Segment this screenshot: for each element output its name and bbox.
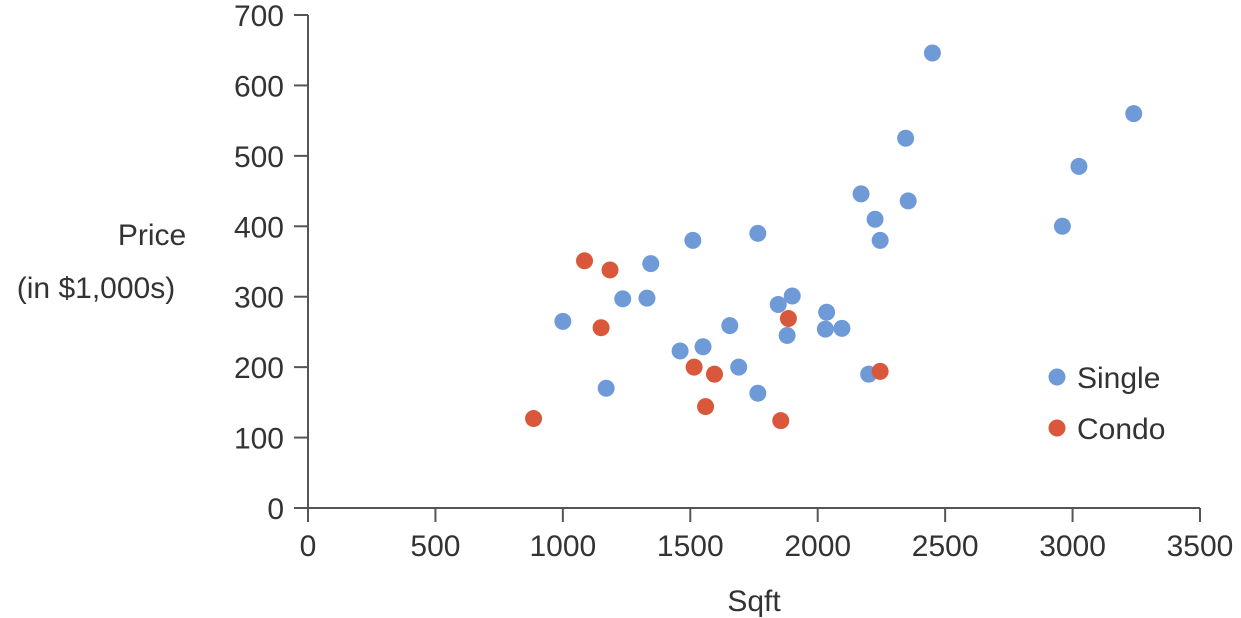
condo-point [779,310,797,328]
x-axis-title: Sqft [727,585,781,618]
single-point [897,129,915,147]
single-point [721,317,739,335]
single-point [899,192,917,210]
single-point [1070,157,1088,175]
single-point [694,338,712,356]
x-tick-label: 2500 [912,530,979,563]
x-tick-label: 1000 [529,530,596,563]
axes [307,15,1200,509]
single-point [671,342,689,360]
single-point [749,384,767,402]
single-point [852,185,870,203]
legend-marker-condo [1048,419,1066,437]
condo-point [697,398,715,416]
y-tick-label: 0 [267,493,284,526]
y-axis-title-line-2: (in $1,000s) [17,272,175,305]
single-point [1053,217,1071,235]
single-point [816,320,834,338]
single-point [769,295,787,313]
y-tick-label: 100 [234,423,284,456]
condo-point [685,358,703,376]
y-tick-label: 300 [234,282,284,315]
condo-point [576,252,594,270]
x-tick-label: 1500 [657,530,724,563]
single-point [833,319,851,337]
single-point [597,379,615,397]
single-point [818,303,836,321]
y-axis-title-line-1: Price [118,219,186,252]
single-point [783,287,801,305]
condo-point [772,412,790,430]
x-tick-label: 2000 [784,530,851,563]
single-point [923,44,941,62]
x-axis-ticks: 0 500 1000 1500 2000 2500 3000 3500 [300,508,1234,563]
condo-point [525,410,543,428]
single-point [866,210,884,228]
x-tick-label: 3500 [1167,530,1234,563]
legend: Single Condo [1048,362,1165,446]
single-point [749,224,767,242]
legend-label-condo: Condo [1077,413,1165,446]
single-point [778,326,796,344]
data-points [525,44,1143,430]
condo-point [871,362,889,380]
single-point [638,289,656,307]
y-axis-ticks: 0 100 200 300 400 500 600 700 [234,0,308,526]
single-point [1125,105,1143,123]
condo-point [705,365,723,383]
x-tick-label: 0 [300,530,317,563]
legend-marker-single [1048,368,1066,386]
single-point [871,231,889,249]
y-tick-label: 200 [234,352,284,385]
y-tick-label: 400 [234,211,284,244]
condo-point [592,319,610,337]
single-point [684,231,702,249]
y-tick-label: 600 [234,70,284,103]
y-tick-label: 700 [234,0,284,33]
single-point [730,358,748,376]
condo-point [601,261,619,279]
single-point [554,312,572,330]
legend-label-single: Single [1077,362,1160,395]
x-tick-label: 3000 [1039,530,1106,563]
x-tick-label: 500 [410,530,460,563]
y-tick-label: 500 [234,141,284,174]
single-point [642,255,660,273]
single-point [614,290,632,308]
